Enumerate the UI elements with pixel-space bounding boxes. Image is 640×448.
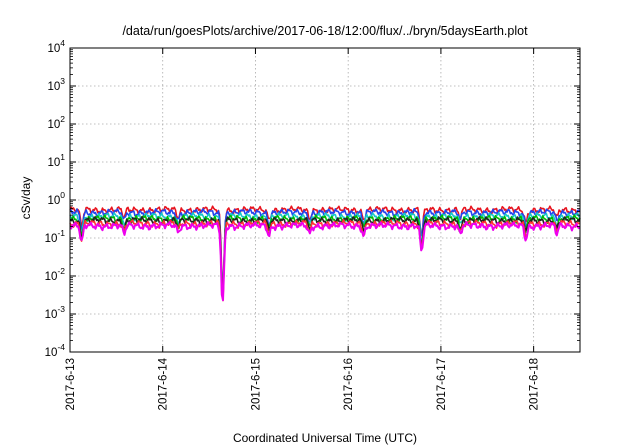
y-tick-label: 10-2 <box>45 266 66 283</box>
y-tick-label: 10-3 <box>45 304 66 321</box>
y-tick-label: 10-4 <box>45 342 66 359</box>
axis-ticks <box>69 47 580 353</box>
x-tick-labels: 2017-6-13 2017-6-14 2017-6-15 2017-6-16 2017… <box>65 357 541 410</box>
y-tick-label: 101 <box>47 152 65 169</box>
x-axis-label: Coordinated Universal Time (UTC) <box>233 431 417 445</box>
series-line <box>69 214 581 296</box>
y-tick-label: 100 <box>47 190 65 207</box>
grid-lines <box>70 48 580 352</box>
x-tick-label: 2017-6-16 <box>343 358 355 410</box>
chart-title: /data/run/goesPlots/archive/2017-06-18/1… <box>122 24 528 38</box>
y-tick-label: 104 <box>47 38 65 55</box>
series-line <box>69 216 581 299</box>
x-tick-label: 2017-6-14 <box>158 357 170 410</box>
x-tick-label: 2017-6-13 <box>65 358 77 410</box>
y-tick-label: 103 <box>47 76 65 93</box>
series-line <box>69 219 581 302</box>
y-tick-labels: 10-4 10-3 10-2 10-1 100 101 102 103 104 <box>45 38 66 359</box>
y-axis-label: cSv/day <box>19 177 33 220</box>
series-line <box>69 221 581 302</box>
series-lines <box>69 205 581 302</box>
x-tick-label: 2017-6-18 <box>529 358 541 410</box>
y-tick-label: 102 <box>47 114 65 131</box>
y-tick-label: 10-1 <box>45 228 66 245</box>
x-tick-label: 2017-6-15 <box>250 358 262 410</box>
x-tick-label: 2017-6-17 <box>436 358 448 410</box>
